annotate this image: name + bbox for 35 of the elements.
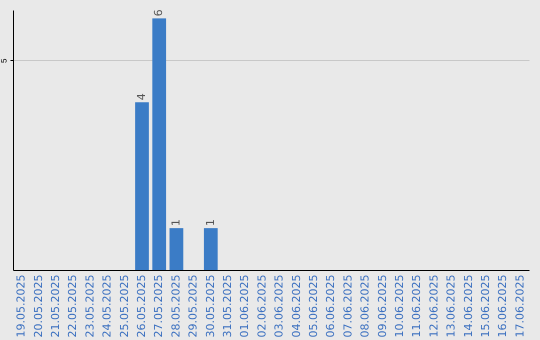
x-tick-label: 20.05.2025 (32, 274, 45, 338)
x-tick-label: 08.06.2025 (358, 274, 372, 338)
data-label: 6 (152, 9, 166, 16)
data-label: 4 (135, 93, 148, 100)
x-tick-label: 06.06.2025 (324, 274, 338, 338)
x-tick-label: 19.05.2025 (14, 274, 28, 338)
x-tick-label: 24.05.2025 (100, 274, 114, 338)
x-tick-label: 02.06.2025 (255, 274, 268, 338)
x-tick-label: 25.05.2025 (118, 274, 131, 338)
x-tick-label: 05.06.2025 (307, 274, 320, 338)
x-tick-label: 15.06.2025 (479, 274, 492, 338)
x-tick-label: 21.05.2025 (49, 274, 62, 338)
x-tick-label: 23.05.2025 (83, 274, 96, 338)
x-tick-label: 01.06.2025 (238, 274, 252, 338)
x-tick-label: 12.06.2025 (427, 274, 440, 338)
x-tick-label: 04.06.2025 (290, 274, 303, 338)
y-tick-label: 5 (0, 58, 8, 64)
x-tick-label: 14.06.2025 (462, 274, 475, 338)
x-tick-label: 27.05.2025 (152, 274, 166, 338)
x-tick-label: 30.05.2025 (204, 274, 217, 338)
x-tick-label: 16.06.2025 (496, 274, 510, 338)
data-label: 1 (169, 219, 182, 226)
x-tick-label: 31.05.2025 (221, 274, 234, 338)
x-tick-label: 28.05.2025 (169, 274, 182, 338)
x-tick-label: 29.05.2025 (186, 274, 200, 338)
x-tick-label: 26.05.2025 (135, 274, 148, 338)
x-tick-label: 10.06.2025 (393, 274, 406, 338)
data-label: 1 (204, 219, 217, 226)
x-tick-label: 17.06.2025 (513, 274, 526, 338)
x-tick-label: 09.06.2025 (376, 274, 389, 338)
x-tick-label: 03.06.2025 (272, 274, 286, 338)
x-tick-label: 07.06.2025 (341, 274, 354, 338)
x-tick-label: 13.06.2025 (444, 274, 458, 338)
x-tick-label: 11.06.2025 (410, 274, 424, 338)
x-tick-label: 22.05.2025 (66, 274, 80, 338)
